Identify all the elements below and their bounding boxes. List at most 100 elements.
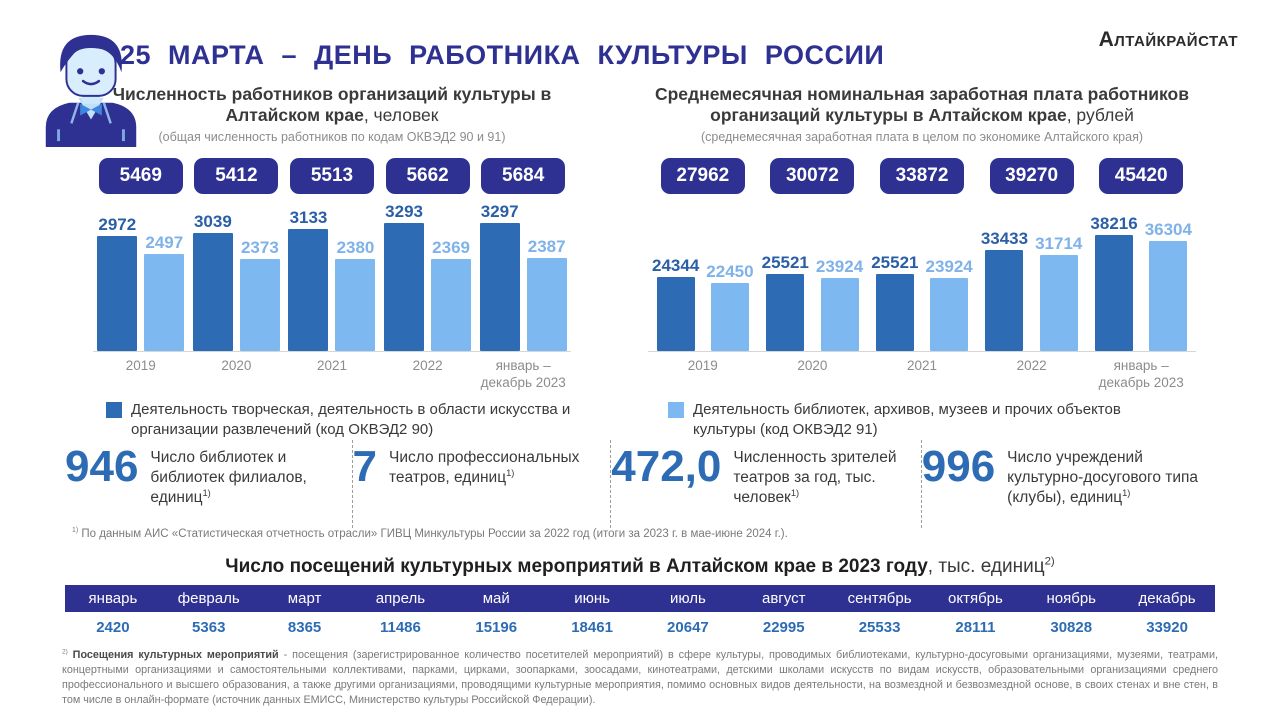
total-value-box: 5412 xyxy=(194,157,279,194)
month-header-cell: октябрь xyxy=(948,590,1003,607)
bar-group: 38216 36304 xyxy=(1086,200,1196,351)
bar-value-label: 2373 xyxy=(240,237,279,257)
month-header-cell: июнь xyxy=(574,590,610,607)
bar-value-label: 3297 xyxy=(480,201,519,221)
month-value-cell: 33920 xyxy=(1146,618,1188,636)
month-header-cell: февраль xyxy=(177,590,240,607)
bar-column: 25521 xyxy=(871,253,918,351)
month-value-cell: 25533 xyxy=(858,618,901,636)
x-axis-category-label: 2020 xyxy=(221,357,252,373)
total-value-box: 5513 xyxy=(289,157,374,194)
stat-clubs: 996 Число учреждений культурно-досуговог… xyxy=(922,440,1215,528)
light-blue-bar xyxy=(335,258,376,351)
bar-column: 31714 xyxy=(1035,234,1082,351)
bar-column: 2373 xyxy=(239,237,280,351)
bar-value-label: 2972 xyxy=(98,214,137,234)
light-blue-bar xyxy=(144,253,185,351)
month-header-cell: март xyxy=(287,590,322,607)
stat-libraries-label-text: Число библиотек и библиотек филиалов, ед… xyxy=(150,449,307,506)
bar-group: 3293 2369 xyxy=(380,200,476,351)
footnote-1-text: По данным АИС «Статистическая отчетность… xyxy=(78,528,788,540)
bar-group: 2972 2497 xyxy=(93,200,189,351)
light-blue-series-swatch-icon xyxy=(668,402,684,419)
bar-column: 25521 xyxy=(762,253,809,351)
stat-libraries-footnote-ref: 1) xyxy=(202,487,211,498)
employees-plot: 2972 2497 3039 2373 3133 2380 3293 2369 3297 2387 xyxy=(93,200,571,352)
month-value-cell: 2420 xyxy=(96,618,130,636)
employees-chart-title-bold: Численность работников организаций культ… xyxy=(112,84,552,126)
dark-blue-bar xyxy=(192,232,233,351)
month-value-cell: 15196 xyxy=(475,618,518,636)
stat-clubs-footnote-ref: 1) xyxy=(1122,487,1131,498)
dark-blue-bar xyxy=(985,249,1024,351)
salary-chart-subtitle: (среднемесячная заработная плата в целом… xyxy=(700,129,1144,144)
footnote-1-marker: 1) xyxy=(72,527,79,535)
bar-column: 24344 xyxy=(652,256,699,351)
month-header-cell: август xyxy=(762,590,806,607)
dark-blue-bar xyxy=(97,235,138,351)
bar-group: 25521 23924 xyxy=(758,200,868,351)
dark-blue-bar xyxy=(875,273,914,351)
culture-worker-avatar-icon xyxy=(45,34,137,147)
salary-chart-title: Среднемесячная номинальная заработная пл… xyxy=(606,84,1238,127)
bar-value-label: 2380 xyxy=(336,237,375,257)
total-value-box: 27962 xyxy=(660,157,745,194)
bar-value-label: 2497 xyxy=(145,232,184,252)
month-value-cell: 5363 xyxy=(192,618,226,636)
stat-libraries: 946 Число библиотек и библиотек филиалов… xyxy=(65,440,353,528)
stat-spectators: 472,0 Численность зрителей театров за го… xyxy=(611,440,922,528)
bar-group: 24344 22450 xyxy=(648,200,758,351)
salary-legend: Деятельность библиотек, архивов, музеев … xyxy=(606,400,1238,439)
light-blue-bar xyxy=(431,258,472,351)
dark-blue-bar xyxy=(479,222,520,351)
bar-column: 33433 xyxy=(981,229,1028,351)
light-blue-bar xyxy=(526,257,567,351)
bar-group: 25521 23924 xyxy=(867,200,977,351)
month-header-cell: апрель xyxy=(375,590,426,607)
visits-table-block: Число посещений культурных мероприятий в… xyxy=(65,556,1215,642)
light-blue-bar xyxy=(710,282,749,351)
salary-chart-title-units: , рублей xyxy=(1066,105,1134,126)
bar-column: 3133 xyxy=(288,208,329,351)
light-blue-bar xyxy=(820,277,859,351)
employees-chart-subtitle: (общая численность работников по кодам О… xyxy=(158,129,506,144)
salary-legend-label: Деятельность библиотек, архивов, музеев … xyxy=(693,401,1121,438)
total-value-box: 30072 xyxy=(770,157,855,194)
bar-group: 3297 2387 xyxy=(475,200,571,351)
employees-legend: Деятельность творческая, деятельность в … xyxy=(58,400,606,439)
stat-spectators-footnote-ref: 1) xyxy=(790,487,800,498)
bar-column: 3297 xyxy=(479,201,520,351)
visits-table-values-row: 2420 5363 8365 11486 15196 18461 20647 22995 255… xyxy=(65,612,1215,642)
salary-plot: 24344 22450 25521 23924 25521 23924 33433 31714… xyxy=(648,200,1196,352)
visits-table-footnote-ref: 2) xyxy=(1044,555,1055,568)
dark-blue-bar xyxy=(766,273,805,351)
x-axis-category-label: январь – декабрь 2023 xyxy=(480,357,566,390)
bar-value-label: 3039 xyxy=(193,211,232,231)
month-value-cell: 22995 xyxy=(762,618,805,636)
bar-value-label: 2369 xyxy=(432,237,470,257)
x-axis-category-label: январь – декабрь 2023 xyxy=(1098,357,1184,390)
light-blue-bar xyxy=(1149,240,1188,351)
month-value-cell: 20647 xyxy=(667,618,709,636)
bar-column: 23924 xyxy=(816,257,863,351)
bar-column: 38216 xyxy=(1090,214,1138,351)
bar-column: 2387 xyxy=(526,237,567,351)
visits-table-title-units: , тыс. единиц xyxy=(927,556,1045,577)
stat-spectators-value: 472,0 xyxy=(611,442,722,491)
dark-blue-bar xyxy=(288,228,329,351)
x-axis-category-label: 2021 xyxy=(906,357,938,373)
month-value-cell: 8365 xyxy=(287,618,322,636)
bar-column: 36304 xyxy=(1145,220,1192,351)
x-axis-category-label: 2019 xyxy=(687,357,718,373)
bar-group: 3039 2373 xyxy=(189,200,285,351)
x-axis-category-label: 2021 xyxy=(316,357,348,373)
light-blue-bar xyxy=(1039,254,1078,351)
light-blue-bar xyxy=(930,277,969,351)
visits-table-title: Число посещений культурных мероприятий в… xyxy=(65,556,1215,578)
month-value-cell: 30828 xyxy=(1050,618,1093,636)
stat-spectators-label: Численность зрителей театров за год, тыс… xyxy=(733,446,920,507)
charts-row: Численность работников организаций культ… xyxy=(58,84,1238,439)
stat-spectators-label-text: Численность зрителей театров за год, тыс… xyxy=(733,449,897,506)
stat-clubs-label-text: Число учреждений культурно-досугового ти… xyxy=(1007,449,1199,506)
bar-column: 2369 xyxy=(431,237,472,351)
